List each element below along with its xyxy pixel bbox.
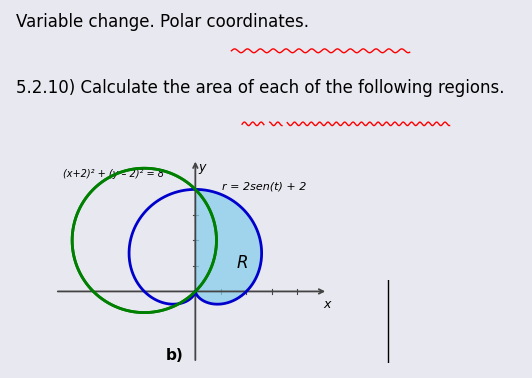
Text: x: x [323, 298, 330, 311]
Polygon shape [195, 189, 262, 304]
Text: 5.2.10) Calculate the area of each of the following regions.: 5.2.10) Calculate the area of each of th… [16, 79, 504, 98]
Text: y: y [198, 161, 206, 174]
Text: r = 2sen(t) + 2: r = 2sen(t) + 2 [222, 182, 306, 192]
Text: Variable change. Polar coordinates.: Variable change. Polar coordinates. [16, 13, 309, 31]
Text: R: R [237, 254, 248, 273]
Text: b): b) [166, 348, 184, 363]
Text: (x+2)² + (y – 2)² = 8: (x+2)² + (y – 2)² = 8 [63, 169, 164, 179]
